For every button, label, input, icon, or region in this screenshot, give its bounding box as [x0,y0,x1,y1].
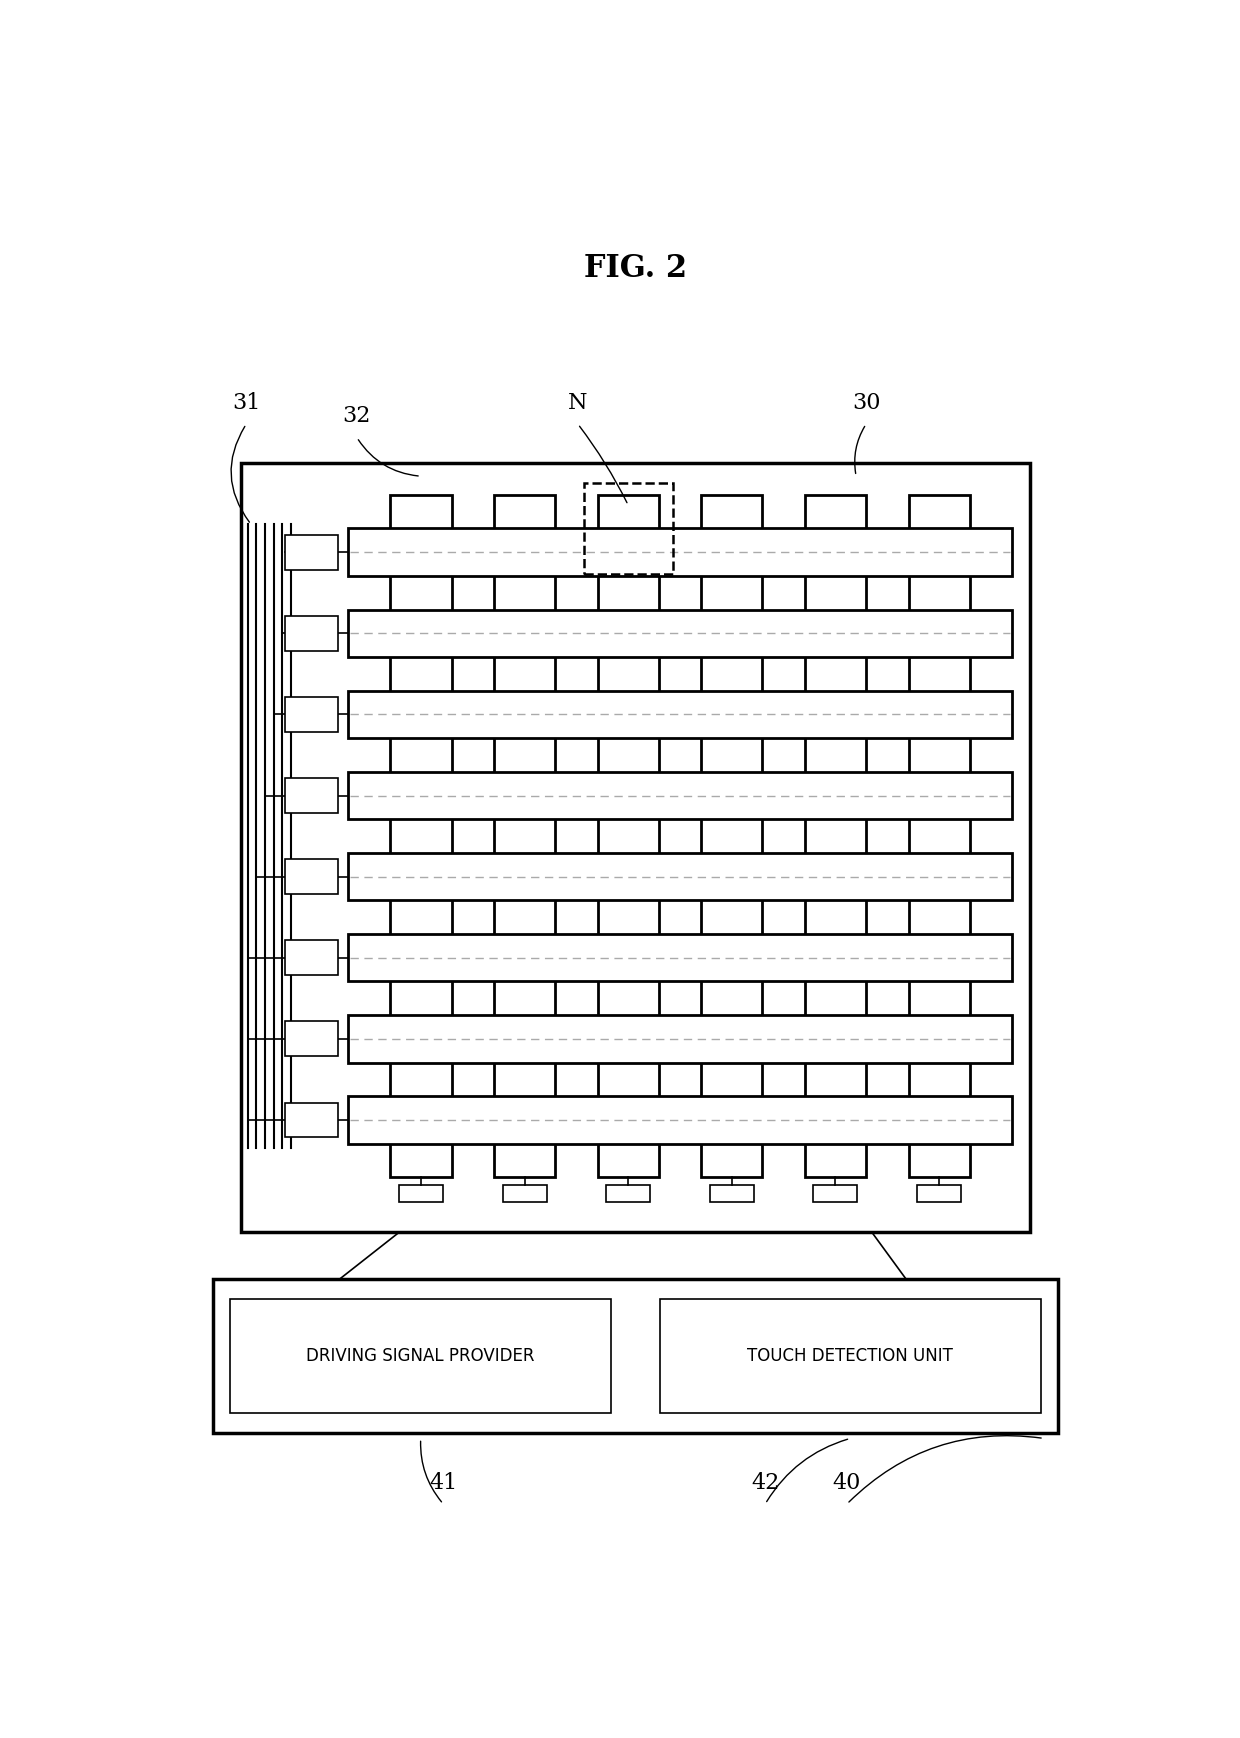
Bar [660,1300,1042,1413]
Text: N: N [568,391,588,414]
Text: TOUCH DETECTION UNIT: TOUCH DETECTION UNIT [748,1347,954,1364]
Text: 40: 40 [833,1472,861,1493]
Bar [494,495,556,1177]
Bar [348,853,1012,900]
Bar [709,1185,754,1203]
Bar [502,1185,547,1203]
Bar [348,1015,1012,1062]
Bar [348,610,1012,657]
Bar [813,1185,858,1203]
Bar [399,1185,443,1203]
Bar [213,1279,1058,1434]
Bar [285,859,339,893]
Bar [348,772,1012,819]
Bar [285,1102,339,1137]
Bar [285,779,339,813]
Bar [229,1300,611,1413]
Text: DRIVING SIGNAL PROVIDER: DRIVING SIGNAL PROVIDER [306,1347,534,1364]
Bar [348,690,1012,739]
Bar [285,697,339,732]
Bar [348,933,1012,982]
Text: 32: 32 [342,405,371,428]
Text: 41: 41 [429,1472,458,1493]
Bar [285,940,339,975]
Bar [606,1185,650,1203]
Text: 31: 31 [232,391,260,414]
Bar [285,617,339,650]
Bar [584,483,672,574]
Bar [285,1022,339,1057]
Bar [918,1185,961,1203]
Bar [702,495,763,1177]
Text: FIG. 2: FIG. 2 [584,254,687,285]
Bar [391,495,451,1177]
Bar [242,462,1029,1232]
Bar [348,1097,1012,1144]
Text: 42: 42 [751,1472,780,1493]
Text: 30: 30 [852,391,880,414]
Bar [805,495,866,1177]
Bar [598,495,658,1177]
Bar [909,495,970,1177]
Bar [348,528,1012,577]
Bar [285,535,339,570]
